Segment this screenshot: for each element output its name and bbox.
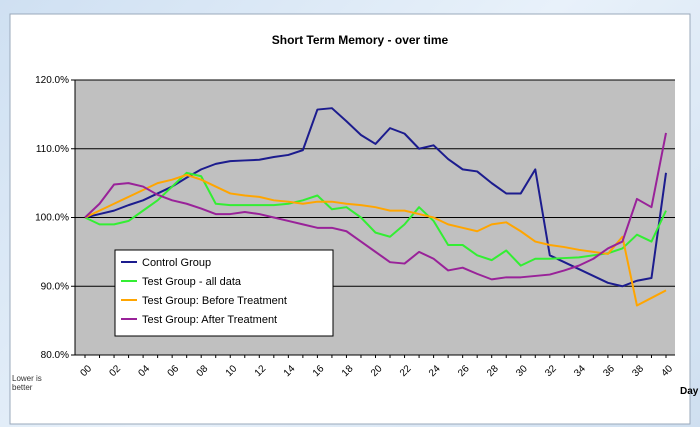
legend-label: Test Group - all data	[142, 276, 242, 288]
y-tick-label: 120.0%	[35, 75, 69, 86]
series-line	[84, 107, 667, 288]
y-tick-label: 90.0%	[41, 281, 69, 292]
legend-box	[114, 249, 334, 337]
legend-label: Test Group: After Treatment	[142, 314, 277, 326]
y-tick-label: 110.0%	[36, 144, 69, 155]
annotation: Lower is better	[12, 374, 42, 392]
legend-label: Test Group: Before Treatment	[142, 295, 287, 307]
y-tick-label: 100.0%	[35, 213, 69, 224]
series-line	[84, 132, 667, 281]
annotation-box: Lower is better	[12, 374, 42, 392]
legend-label: Control Group	[142, 257, 211, 269]
y-tick-label: 80.0%	[41, 350, 69, 361]
x-axis-label: Day	[680, 386, 699, 397]
series-line	[84, 173, 667, 307]
chart-title: Short Term Memory - over time	[272, 33, 449, 47]
